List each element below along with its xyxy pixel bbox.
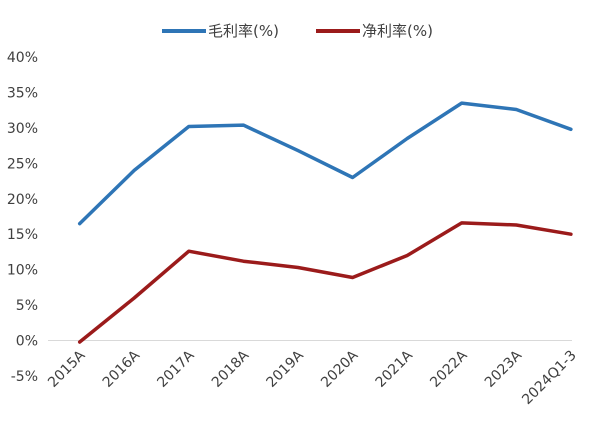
x-tick-label: 2017A	[154, 347, 198, 391]
y-tick-label: 30%	[7, 121, 38, 137]
y-tick-label: 40%	[7, 50, 38, 66]
x-tick-label: 2024Q1-3	[519, 348, 579, 408]
y-tick-label: 10%	[7, 263, 38, 279]
x-tick-label: 2022A	[427, 347, 471, 391]
x-tick-label: 2021A	[373, 347, 417, 391]
x-tick-label: 2015A	[45, 347, 89, 391]
x-tick-label: 2019A	[264, 347, 308, 391]
x-tick-label: 2023A	[482, 347, 526, 391]
y-tick-label: 5%	[16, 298, 38, 314]
y-tick-label: 15%	[7, 227, 38, 243]
x-axis: 2015A 2016A 2017A 2018A 2019A 2020A 2021A 2022A…	[45, 347, 580, 408]
x-tick-label: 2020A	[318, 347, 362, 391]
series-line-1	[77, 221, 573, 344]
y-tick-label: 0%	[16, 334, 38, 350]
series-line-0	[77, 101, 573, 226]
legend: 毛利率(%) 净利率(%)	[162, 22, 433, 40]
x-tick-label: 2016A	[100, 347, 144, 391]
y-tick-label: 20%	[7, 192, 38, 208]
x-tick-label: 2018A	[209, 347, 253, 391]
legend-label: 净利率(%)	[362, 22, 433, 40]
y-tick-label: 35%	[7, 85, 38, 101]
y-tick-label: -5%	[11, 369, 38, 385]
series-layer	[77, 101, 573, 344]
y-axis: -5% 0% 5% 10% 15% 20% 25% 30% 35% 40%	[7, 50, 38, 385]
legend-label: 毛利率(%)	[208, 22, 279, 40]
y-tick-label: 25%	[7, 156, 38, 172]
